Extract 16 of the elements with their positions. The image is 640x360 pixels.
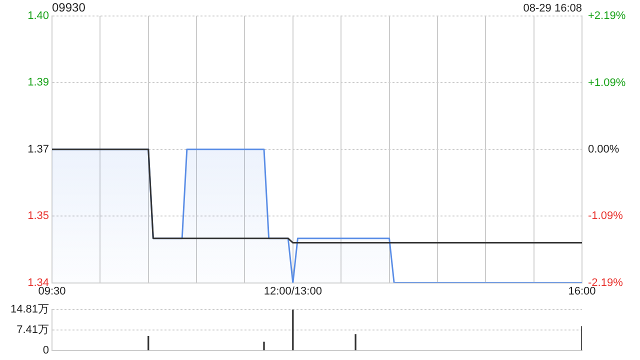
- text: 08-29 16:08: [523, 2, 582, 15]
- y-tick-label: 1.40: [28, 10, 49, 22]
- y-tick-label: 1.39: [28, 76, 49, 89]
- chart-title: 09930: [52, 0, 86, 14]
- y2-tick-label: -1.09%: [588, 210, 624, 222]
- y-tick-label: 1.35: [28, 210, 49, 222]
- y-tick-label: 14.81万: [10, 304, 49, 316]
- y2-tick-label: +1.09%: [588, 77, 626, 90]
- y2-tick-label: 0.00%: [588, 143, 620, 156]
- y2-tick-label: +2.19%: [588, 10, 626, 22]
- x-tick-label: 12:00/13:00: [264, 285, 322, 298]
- x-tick-label: 09:30: [38, 285, 66, 298]
- y-tick-label: 1.37: [28, 143, 49, 156]
- y-tick-label: 7.41万: [16, 324, 49, 336]
- x-tick-label: 16:00: [568, 285, 596, 298]
- y-tick-label: 0: [42, 344, 49, 356]
